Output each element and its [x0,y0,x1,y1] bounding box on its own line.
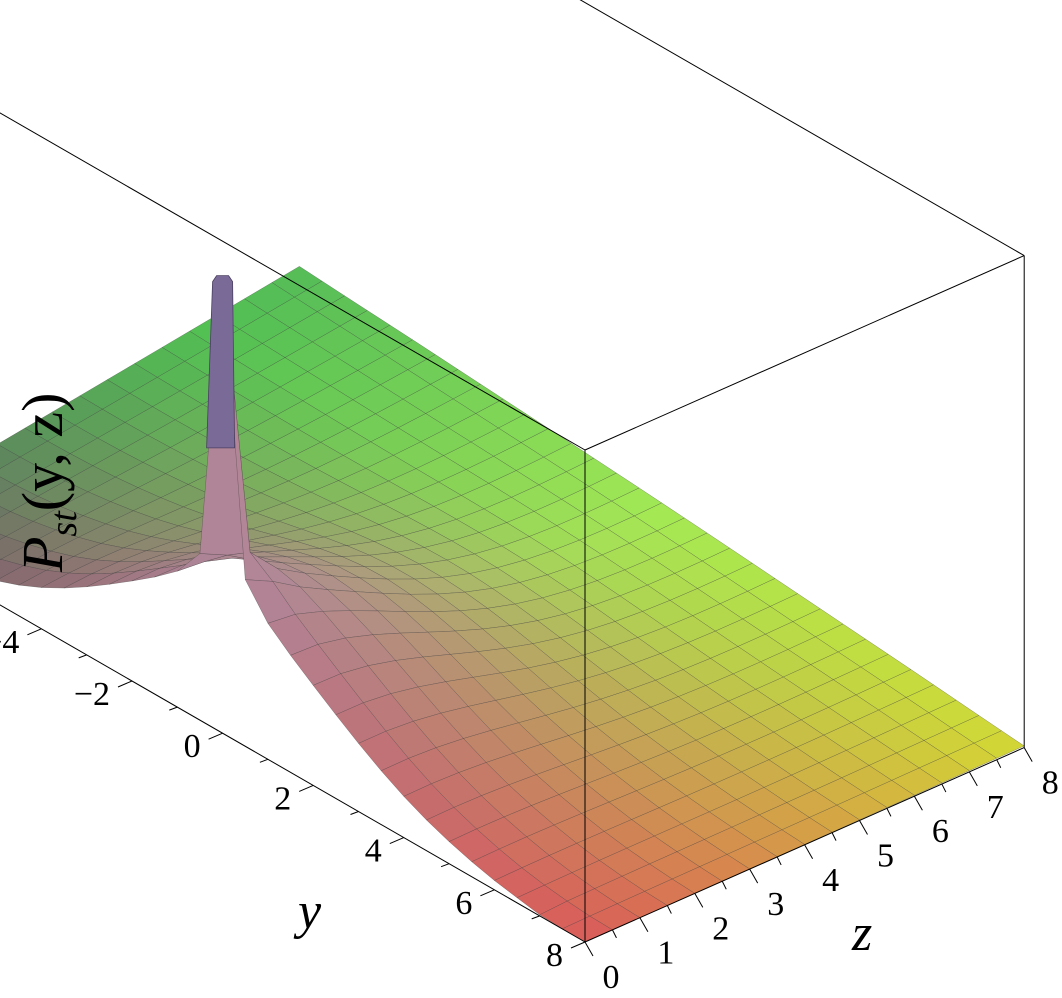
box-edge [584,255,1025,451]
z-minor-tick [612,929,617,939]
p-axis-title-args: (y, z) [10,393,75,512]
z-major-tick [913,795,923,811]
y-minor-tick [169,706,178,711]
z-minor-tick [776,856,782,866]
y-major-tick [299,784,314,792]
y-tick-label: −2 [74,676,110,713]
z-major-tick [859,820,868,835]
y-minor-tick [78,654,87,659]
y-tick-label: 2 [274,780,291,817]
y-minor-tick [440,863,450,868]
z-tick-label: 5 [877,838,894,875]
y-tick-label: 0 [184,728,201,765]
z-major-tick [804,844,814,860]
y-major-tick [480,889,495,897]
z-tick-label: 2 [712,910,729,947]
y-tick-label: 4 [365,833,382,870]
y-tick-label: 8 [546,937,563,974]
surface-mesh [0,266,1025,943]
z-minor-tick [886,808,892,817]
y-tick-label: −4 [0,624,19,661]
p-axis-title: Pst(y, z) [10,393,85,573]
z-tick-label: 6 [932,813,949,850]
z-minor-tick [666,905,672,914]
z-minor-tick [721,881,727,890]
peak-spike [206,275,236,449]
z-minor-tick [831,832,837,841]
z-axis-title: z [851,905,872,962]
z-major-tick [1023,747,1033,762]
y-major-tick [208,732,223,740]
p-axis-title-sub: st [43,510,85,537]
z-major-tick [968,771,978,787]
box-edge [0,112,586,451]
z-minor-tick [941,783,947,793]
y-major-tick [27,628,42,636]
y-minor-tick [259,758,269,763]
z-tick-label: 8 [1042,765,1059,802]
surface-patch [0,533,7,540]
y-axis-title: y [293,883,322,940]
y-tick-label: 6 [455,885,472,922]
box-edge [0,0,299,32]
z-major-tick [694,893,704,908]
y-major-tick [570,941,586,949]
z-major-tick [639,917,649,932]
p-axis-title-main: P [10,537,75,573]
z-tick-label: 3 [767,886,784,923]
z-minor-tick [996,759,1002,768]
z-tick-label: 1 [657,935,674,972]
box-edge [579,0,1025,257]
z-tick-label: 7 [987,789,1004,826]
z-tick-label: 0 [603,959,620,996]
z-major-tick [749,868,759,884]
y-major-tick [389,837,404,845]
y-minor-tick [350,811,359,815]
z-major-tick [584,941,594,957]
z-tick-label: 4 [822,862,839,899]
y-major-tick [117,680,133,688]
y-minor-tick [531,915,540,920]
axis-ticks: 0.020.040.060.080.10−8−6−4−2024680123456… [0,624,1059,996]
